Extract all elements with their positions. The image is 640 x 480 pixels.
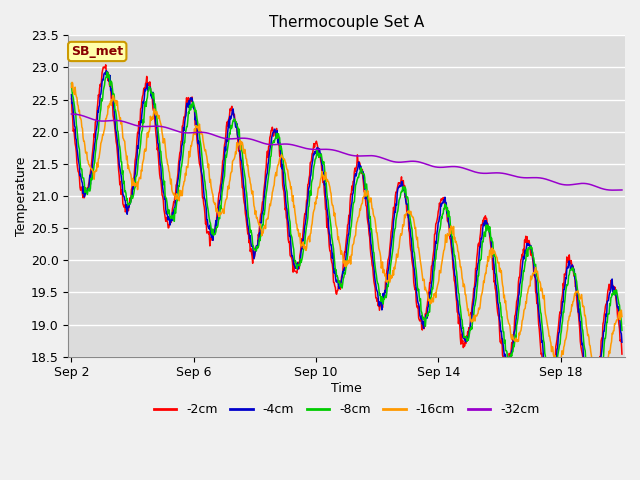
-16cm [68, 80, 76, 85]
-8cm [303, 219, 311, 225]
-8cm [211, 231, 219, 237]
-16cm [128, 182, 136, 188]
-4cm [618, 339, 626, 345]
-16cm [483, 263, 490, 268]
X-axis label: Time: Time [332, 382, 362, 395]
-32cm [609, 187, 616, 193]
-8cm [103, 69, 111, 75]
-2cm [211, 225, 219, 231]
Text: SB_met: SB_met [71, 45, 124, 58]
-2cm [303, 196, 311, 202]
-8cm [460, 335, 468, 340]
Line: -4cm: -4cm [72, 71, 622, 406]
-4cm [128, 194, 136, 200]
-4cm [483, 225, 490, 230]
Title: Thermocouple Set A: Thermocouple Set A [269, 15, 424, 30]
-8cm [543, 367, 551, 373]
-32cm [127, 121, 135, 127]
-32cm [482, 170, 490, 176]
-4cm [68, 92, 76, 97]
-2cm [460, 341, 468, 347]
Line: -32cm: -32cm [72, 114, 622, 190]
-2cm [543, 373, 551, 379]
-16cm [543, 321, 551, 327]
-32cm [68, 111, 76, 117]
-4cm [460, 334, 468, 339]
-4cm [102, 68, 110, 73]
-32cm [618, 187, 626, 193]
-16cm [460, 281, 468, 287]
-8cm [68, 81, 76, 86]
-4cm [587, 403, 595, 409]
-2cm [618, 351, 626, 357]
-8cm [483, 228, 490, 233]
-2cm [68, 96, 76, 101]
-4cm [543, 367, 551, 372]
Line: -8cm: -8cm [72, 72, 622, 402]
-16cm [595, 384, 603, 390]
Line: -16cm: -16cm [72, 83, 622, 387]
Y-axis label: Temperature: Temperature [15, 156, 28, 236]
-8cm [591, 399, 598, 405]
-8cm [128, 196, 136, 202]
-32cm [303, 145, 310, 151]
-16cm [211, 200, 219, 206]
Legend: -2cm, -4cm, -8cm, -16cm, -32cm: -2cm, -4cm, -8cm, -16cm, -32cm [148, 398, 545, 421]
-8cm [618, 327, 626, 333]
-2cm [102, 62, 109, 68]
-4cm [303, 201, 311, 206]
-16cm [303, 238, 311, 244]
Line: -2cm: -2cm [72, 65, 622, 411]
-32cm [460, 165, 467, 171]
-16cm [618, 313, 626, 319]
-2cm [483, 216, 490, 221]
-32cm [211, 132, 219, 138]
-16cm [68, 84, 76, 90]
-2cm [587, 408, 595, 414]
-2cm [128, 185, 136, 191]
-4cm [211, 222, 219, 228]
-32cm [543, 177, 550, 182]
